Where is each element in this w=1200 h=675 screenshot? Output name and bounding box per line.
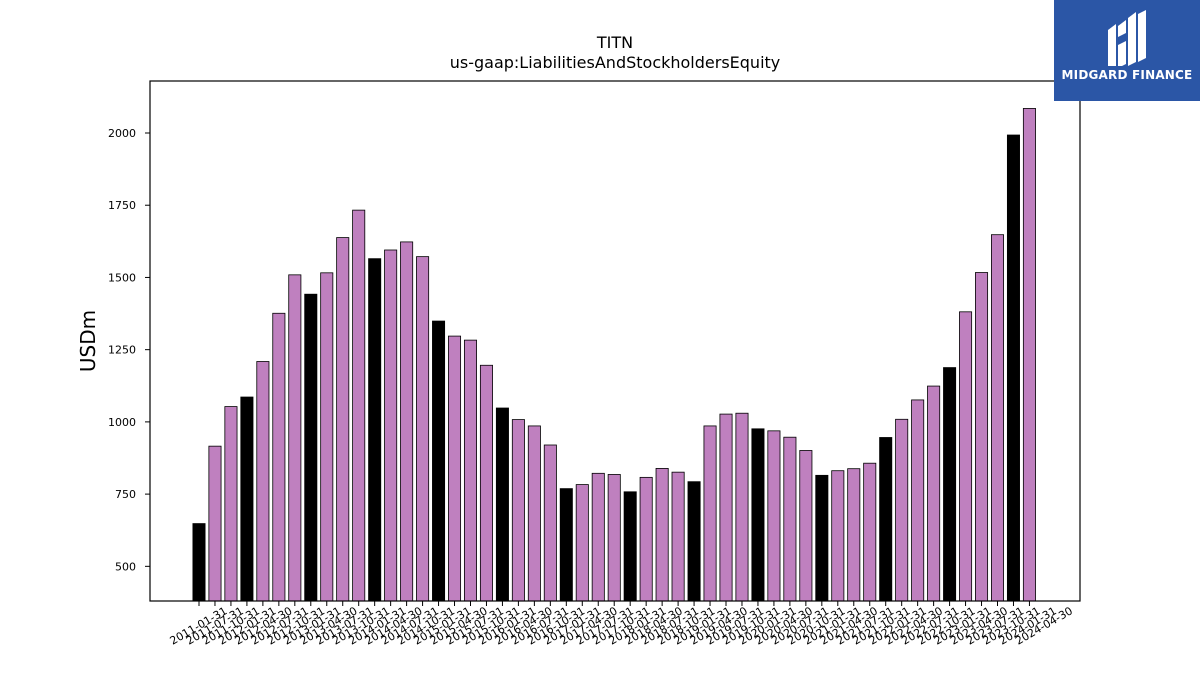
bar-2013-07-31 <box>352 209 366 602</box>
bar-2014-01-31 <box>384 249 398 602</box>
x-axis-ticks: 2011-01-312011-07-312011-10-312012-01-31… <box>168 601 1075 648</box>
bar-2024-01-31 <box>1022 108 1036 602</box>
bar-2013-01-31 <box>320 272 334 602</box>
bar-2019-04-30 <box>719 413 733 602</box>
bar-2019-01-31 <box>703 425 717 602</box>
bar-2022-01-31 <box>895 418 909 602</box>
bar-2020-07-31 <box>799 450 813 602</box>
bar-2017-07-31 <box>607 474 621 602</box>
bar-2013-04-30 <box>336 237 350 602</box>
midgard-finance-logo: MIDGARD FINANCE <box>1054 0 1200 101</box>
bar-2017-10-31 <box>623 491 637 602</box>
bar-2018-04-30 <box>655 467 669 602</box>
bar-2016-10-31 <box>559 488 573 602</box>
bar-2019-07-31 <box>735 412 749 602</box>
bar-2017-01-31 <box>575 484 589 602</box>
bar-2012-04-30 <box>272 312 286 602</box>
bar-2014-04-30 <box>400 241 414 602</box>
bar-2021-01-31 <box>831 470 845 602</box>
bar-2023-07-31 <box>991 234 1005 602</box>
bar-2015-10-31 <box>495 407 509 602</box>
bar-2014-10-31 <box>432 320 446 602</box>
bar-2014-07-31 <box>416 256 430 602</box>
bar-2023-01-31 <box>959 311 973 602</box>
bar-2020-04-30 <box>783 436 797 602</box>
bars-group <box>192 108 1036 602</box>
bar-2012-01-31 <box>256 361 270 602</box>
bar-2011-04-30 <box>208 445 222 602</box>
y-tick-label: 1250 <box>108 344 136 357</box>
bar-2016-01-31 <box>511 419 525 602</box>
bar-2016-07-31 <box>543 444 557 602</box>
bar-2022-07-31 <box>927 385 941 602</box>
y-axis-label: USDm <box>76 310 100 372</box>
bar-2023-10-31 <box>1006 134 1020 602</box>
bar-2022-04-30 <box>911 399 925 602</box>
bar-2016-04-30 <box>527 425 541 602</box>
bar-2020-10-31 <box>815 474 829 602</box>
bar-2022-10-31 <box>943 367 957 602</box>
bar-2021-10-31 <box>879 437 893 602</box>
y-tick-label: 2000 <box>108 127 136 140</box>
bar-2018-10-31 <box>687 481 701 602</box>
bar-2018-01-31 <box>639 476 653 602</box>
bar-2012-10-31 <box>304 293 318 602</box>
logo-mark-icon <box>1108 10 1146 66</box>
bar-2021-07-31 <box>863 462 877 602</box>
bar-2019-10-31 <box>751 428 765 602</box>
bar-2015-01-31 <box>448 335 462 602</box>
y-tick-label: 1000 <box>108 416 136 429</box>
bar-2012-07-31 <box>288 274 302 602</box>
bar-2011-10-31 <box>240 396 254 602</box>
bar-2015-07-31 <box>479 364 493 602</box>
bar-2021-04-30 <box>847 468 861 602</box>
y-tick-label: 1500 <box>108 271 136 284</box>
y-tick-label: 1750 <box>108 199 136 212</box>
logo-text: MIDGARD FINANCE <box>1061 68 1193 82</box>
bar-2023-04-30 <box>975 272 989 602</box>
bar-2011-07-31 <box>224 406 238 602</box>
bar-2017-04-30 <box>591 472 605 602</box>
bar-2018-07-31 <box>671 471 685 602</box>
bar-2020-01-31 <box>767 430 781 602</box>
bar-2015-04-30 <box>463 339 477 602</box>
bar-2013-10-31 <box>368 258 382 602</box>
chart-subtitle: us-gaap:LiabilitiesAndStockholdersEquity <box>450 53 781 72</box>
chart-title: TITN <box>596 33 633 52</box>
plot-frame <box>149 80 1081 602</box>
bar-2011-01-31 <box>192 523 206 602</box>
y-tick-label: 750 <box>115 488 136 501</box>
y-axis-ticks: 500 750 1000 1250 1500 1750 2000 <box>108 127 150 573</box>
y-tick-label: 500 <box>115 560 136 573</box>
